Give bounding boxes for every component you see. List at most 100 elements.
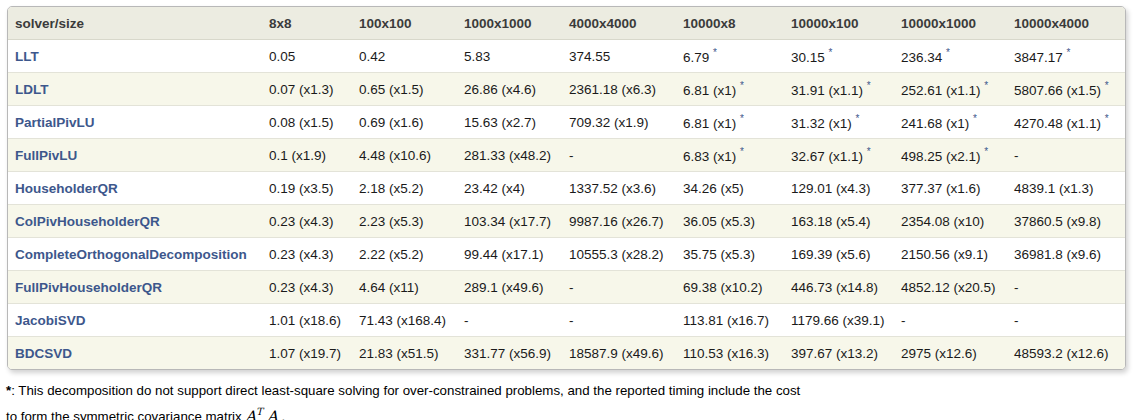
- timing-cell: 36.05 (x5.3): [676, 205, 784, 238]
- solver-link-ldlt[interactable]: LDLT: [15, 82, 49, 97]
- timing-value: 31.91 (x1.1): [791, 83, 863, 98]
- column-header-10000x4000: 10000x4000: [1007, 7, 1125, 40]
- footnote-star-link[interactable]: *: [856, 113, 860, 124]
- timing-cell: 446.73 (x14.8): [784, 271, 894, 304]
- timing-cell: 2354.08 (x10): [894, 205, 1007, 238]
- footnote-star-link[interactable]: *: [867, 80, 871, 91]
- timing-value: 71.43 (x168.4): [359, 313, 446, 328]
- timing-value: 281.33 (x48.2): [464, 148, 551, 163]
- timing-value: 31.32 (x1): [791, 116, 852, 131]
- timing-cell: 163.18 (x5.4): [784, 205, 894, 238]
- table-row-jacobisvd: JacobiSVD1.01 (x18.6)71.43 (x168.4)--113…: [8, 304, 1125, 337]
- table-row-colpivhouseholderqr: ColPivHouseholderQR0.23 (x4.3)2.23 (x5.3…: [8, 205, 1125, 238]
- timing-value: 0.08 (x1.5): [269, 115, 334, 130]
- timing-value: 6.83 (x1): [683, 149, 736, 164]
- footnote-star-link[interactable]: *: [946, 47, 950, 58]
- timing-value: 37860.5 (x9.8): [1014, 214, 1101, 229]
- timing-value: 169.39 (x5.6): [791, 247, 871, 262]
- timing-cell: -: [1007, 304, 1125, 337]
- timing-cell: 4839.1 (x1.3): [1007, 172, 1125, 205]
- footnote-star-link[interactable]: *: [973, 113, 977, 124]
- timing-cell: 2361.18 (x6.3): [562, 73, 676, 106]
- timing-value: -: [569, 313, 574, 328]
- timing-cell: 0.69 (x1.6): [352, 106, 457, 139]
- timing-value: 36981.8 (x9.6): [1014, 247, 1101, 262]
- solver-link-jacobisvd[interactable]: JacobiSVD: [15, 313, 86, 328]
- column-header-1000x1000: 1000x1000: [457, 7, 562, 40]
- timing-cell: 498.25 (x2.1) *: [894, 139, 1007, 172]
- timing-cell: 15.63 (x2.7): [457, 106, 562, 139]
- table-row-completeorthogonaldecomposition: CompleteOrthogonalDecomposition0.23 (x4.…: [8, 238, 1125, 271]
- timing-value: 15.63 (x2.7): [464, 115, 536, 130]
- timing-cell: 4270.48 (x1.1) *: [1007, 106, 1125, 139]
- footnote-star-link[interactable]: *: [713, 47, 717, 58]
- footnote-star-link[interactable]: *: [984, 80, 988, 91]
- timing-value: 18587.9 (x49.6): [569, 346, 664, 361]
- covariance-formula: AT A: [245, 408, 277, 420]
- timing-cell: 1.07 (x19.7): [262, 337, 352, 370]
- timing-cell: -: [562, 139, 676, 172]
- timing-value: -: [464, 313, 469, 328]
- solver-link-partialpivlu[interactable]: PartialPivLU: [15, 115, 95, 130]
- footnote-line2: to form the symmetric covariance matrix: [6, 409, 242, 420]
- timing-cell: 2150.56 (x9.1): [894, 238, 1007, 271]
- timing-cell: 4.48 (x10.6): [352, 139, 457, 172]
- column-header-10000x100: 10000x100: [784, 7, 894, 40]
- solver-link-householderqr[interactable]: HouseholderQR: [15, 181, 118, 196]
- timing-cell: 0.1 (x1.9): [262, 139, 352, 172]
- table-header-row: solver/size8x8100x1001000x10004000x40001…: [8, 7, 1125, 40]
- solver-link-fullpivlu[interactable]: FullPivLU: [15, 148, 77, 163]
- timing-value: 0.1 (x1.9): [269, 148, 326, 163]
- timing-value: 163.18 (x5.4): [791, 214, 871, 229]
- timing-cell: 21.83 (x51.5): [352, 337, 457, 370]
- timing-cell: 69.38 (x10.2): [676, 271, 784, 304]
- timing-cell: 31.32 (x1) *: [784, 106, 894, 139]
- timing-value: 113.81 (x16.7): [683, 313, 769, 328]
- timing-value: 36.05 (x5.3): [683, 214, 755, 229]
- timing-cell: 34.26 (x5): [676, 172, 784, 205]
- table-row-llt: LLT0.050.425.83374.556.79 *30.15 *236.34…: [8, 40, 1125, 73]
- timing-value: 2.22 (x5.2): [359, 247, 424, 262]
- timing-cell: 99.44 (x17.1): [457, 238, 562, 271]
- footnote-star-link[interactable]: *: [1067, 47, 1071, 58]
- footnote-star-link[interactable]: *: [740, 80, 744, 91]
- solver-link-fullpivhouseholderqr[interactable]: FullPivHouseholderQR: [15, 280, 162, 295]
- solver-link-bdcsvd[interactable]: BDCSVD: [15, 346, 72, 361]
- timing-cell: 113.81 (x16.7): [676, 304, 784, 337]
- timing-value: -: [1014, 148, 1019, 163]
- timing-value: 5807.66 (x1.5): [1014, 83, 1101, 98]
- timing-cell: 331.77 (x56.9): [457, 337, 562, 370]
- footnote-star-link[interactable]: *: [1105, 113, 1109, 124]
- timing-value: 709.32 (x1.9): [569, 115, 649, 130]
- benchmark-table: solver/size8x8100x1001000x10004000x40001…: [8, 7, 1125, 369]
- timing-value: -: [1014, 280, 1019, 295]
- timing-cell: 5.83: [457, 40, 562, 73]
- solver-link-colpivhouseholderqr[interactable]: ColPivHouseholderQR: [15, 214, 160, 229]
- timing-cell: 0.05: [262, 40, 352, 73]
- timing-cell: 1337.52 (x3.6): [562, 172, 676, 205]
- timing-cell: 71.43 (x168.4): [352, 304, 457, 337]
- column-header-solver-size: solver/size: [8, 7, 262, 40]
- footnote-star-link[interactable]: *: [740, 113, 744, 124]
- timing-value: 32.67 (x1.1): [791, 149, 863, 164]
- timing-value: 498.25 (x2.1): [901, 149, 981, 164]
- footnote-star-link[interactable]: *: [829, 47, 833, 58]
- timing-cell: 35.75 (x5.3): [676, 238, 784, 271]
- solver-cell: JacobiSVD: [8, 304, 262, 337]
- timing-cell: 397.67 (x13.2): [784, 337, 894, 370]
- solver-cell: CompleteOrthogonalDecomposition: [8, 238, 262, 271]
- footnote-star-link[interactable]: *: [1105, 80, 1109, 91]
- footnote-star-link[interactable]: *: [867, 146, 871, 157]
- solver-link-completeorthogonaldecomposition[interactable]: CompleteOrthogonalDecomposition: [15, 247, 247, 262]
- column-header-100x100: 100x100: [352, 7, 457, 40]
- timing-cell: 169.39 (x5.6): [784, 238, 894, 271]
- solver-cell: LDLT: [8, 73, 262, 106]
- timing-cell: 23.42 (x4): [457, 172, 562, 205]
- table-row-ldlt: LDLT0.07 (x1.3)0.65 (x1.5)26.86 (x4.6)23…: [8, 73, 1125, 106]
- timing-cell: 3847.17 *: [1007, 40, 1125, 73]
- timing-cell: 48593.2 (x12.6): [1007, 337, 1125, 370]
- footnote-star-link[interactable]: *: [740, 146, 744, 157]
- timing-cell: 6.81 (x1) *: [676, 106, 784, 139]
- solver-link-llt[interactable]: LLT: [15, 49, 39, 64]
- footnote-star-link[interactable]: *: [984, 146, 988, 157]
